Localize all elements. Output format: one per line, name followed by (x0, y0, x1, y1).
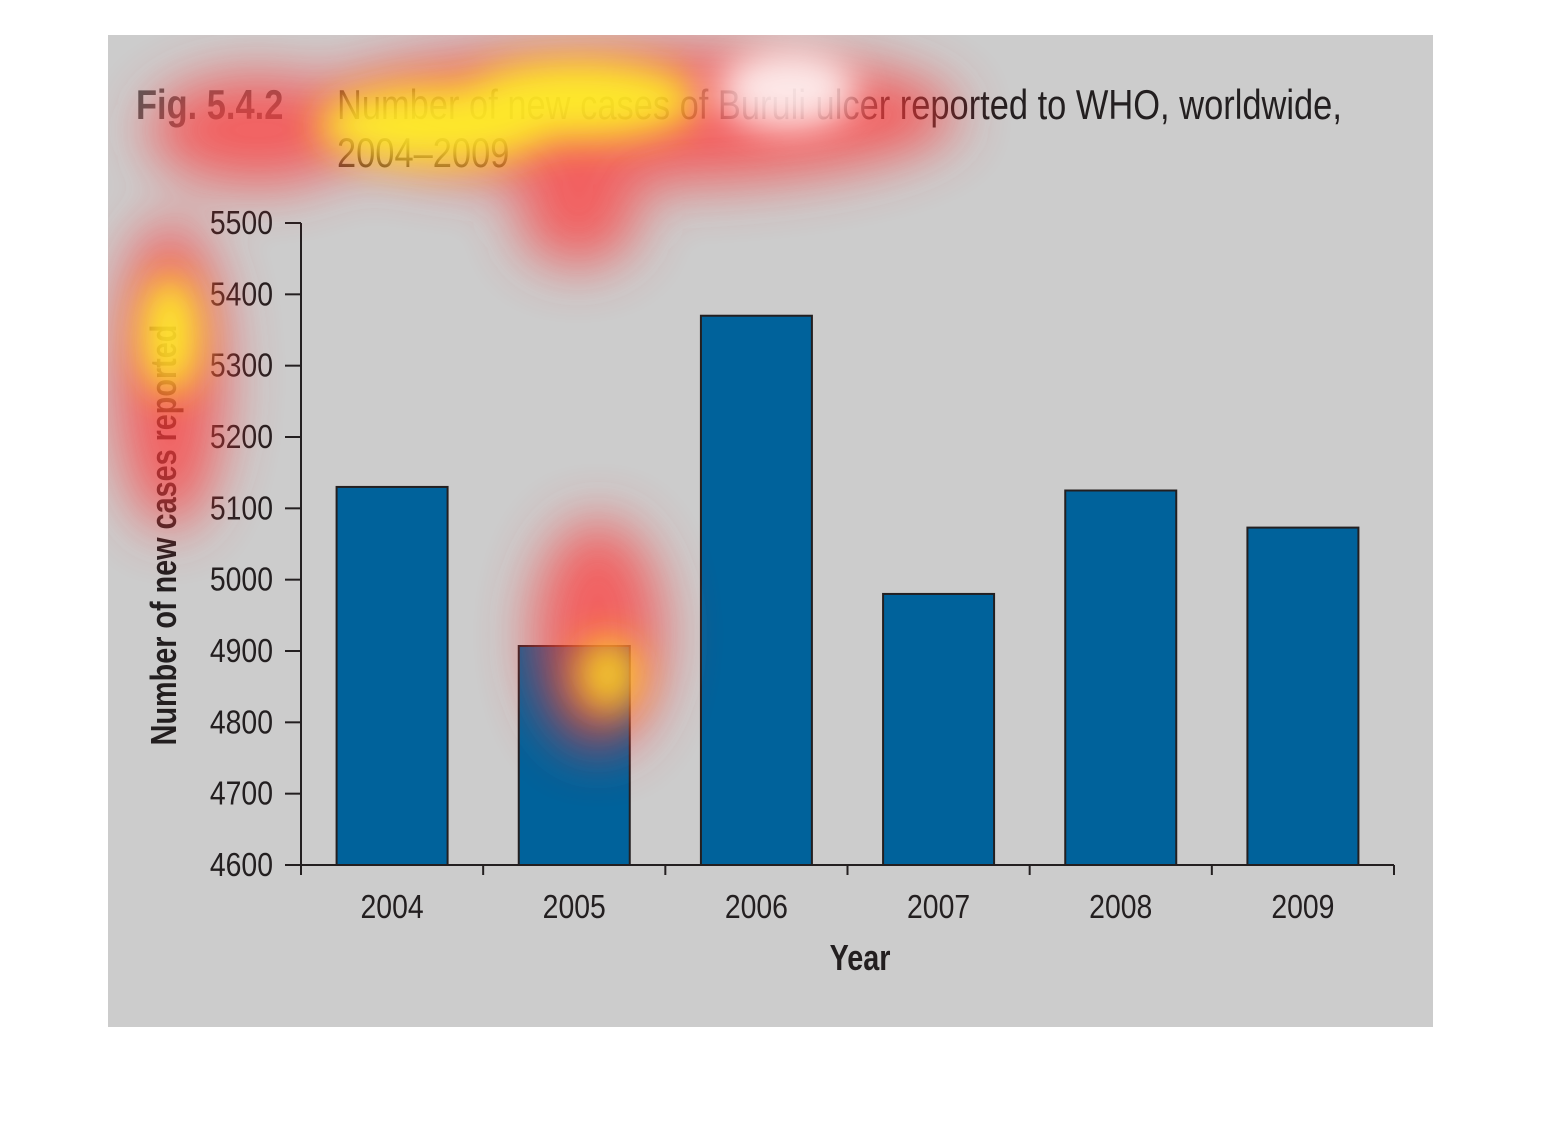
y-axis-title: Number of new cases reported (143, 325, 184, 746)
x-axis-title: Year (830, 937, 891, 978)
y-tick-label: 4900 (210, 632, 273, 670)
y-tick-label: 5000 (210, 561, 273, 599)
bar-2007 (882, 592, 996, 867)
y-tick-label: 4700 (210, 775, 273, 813)
x-tick-label: 2005 (543, 888, 606, 926)
y-tick-label: 5100 (210, 489, 273, 527)
bar-2009 (1246, 526, 1360, 866)
bar-2006 (699, 314, 813, 866)
x-tick-label: 2008 (1089, 888, 1152, 926)
y-tick-label: 5200 (210, 418, 273, 456)
y-tick-label: 4800 (210, 703, 273, 741)
x-tick-label: 2004 (361, 888, 424, 926)
figure-panel: Fig. 5.4.2 Number of new cases of Buruli… (108, 35, 1433, 1027)
x-tick-label: 2006 (725, 888, 788, 926)
y-tick-label: 5500 (210, 204, 273, 242)
bar-2005 (517, 645, 631, 866)
y-tick-label: 5300 (210, 347, 273, 385)
x-tick-label: 2007 (907, 888, 970, 926)
bar-2008 (1064, 489, 1178, 866)
x-tick-label: 2009 (1271, 888, 1334, 926)
y-tick-label: 5400 (210, 275, 273, 313)
y-tick-label: 4600 (210, 846, 273, 884)
bar-2004 (335, 485, 449, 866)
bar-chart: 4600 4700 4800 4900 5000 5100 5200 5300 5400 5500… (143, 204, 1395, 978)
